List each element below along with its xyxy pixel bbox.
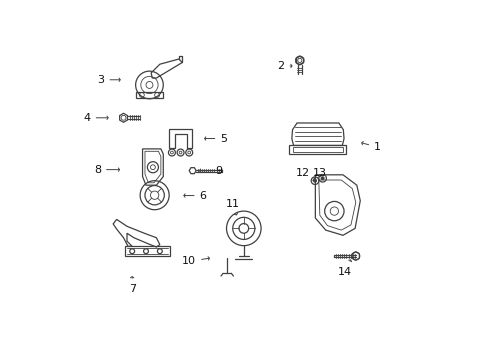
Text: 2: 2 xyxy=(277,61,291,71)
Text: 4: 4 xyxy=(83,113,108,123)
Text: 7: 7 xyxy=(128,277,136,294)
Text: 8: 8 xyxy=(94,165,119,175)
Text: 11: 11 xyxy=(225,199,239,215)
Text: 3: 3 xyxy=(97,75,120,85)
Circle shape xyxy=(321,177,324,180)
Text: 12: 12 xyxy=(296,168,314,181)
Text: 14: 14 xyxy=(337,260,351,276)
Text: 6: 6 xyxy=(183,190,206,201)
Text: 13: 13 xyxy=(312,168,326,178)
Text: 10: 10 xyxy=(182,256,209,266)
Circle shape xyxy=(313,179,316,182)
Text: 9: 9 xyxy=(199,166,222,176)
Text: 5: 5 xyxy=(204,134,227,144)
Text: 1: 1 xyxy=(361,141,380,152)
